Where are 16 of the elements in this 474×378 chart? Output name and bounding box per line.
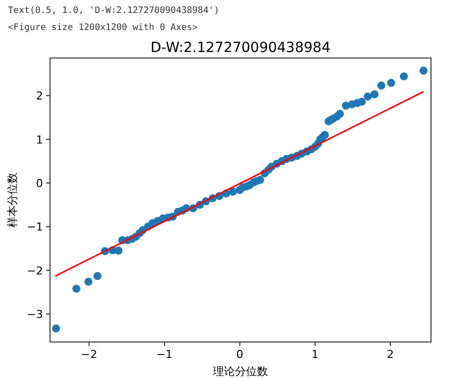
x-tick-label: −1 — [156, 348, 173, 361]
y-axis-title: 样本分位数 — [6, 172, 19, 228]
y-tick-label: 2 — [36, 90, 43, 103]
x-tick-label: −2 — [81, 348, 98, 361]
y-tick-label: 0 — [36, 176, 43, 190]
y-tick-label: −1 — [26, 220, 43, 234]
x-axis-title: 理论分位数 — [213, 365, 268, 378]
x-tick-label: 0 — [236, 348, 244, 361]
x-tick-label: 1 — [312, 348, 319, 361]
y-tick-label: −2 — [26, 264, 43, 278]
y-tick-label: 1 — [36, 133, 43, 146]
chart-title: D-W:2.127270090438984 — [150, 40, 331, 56]
x-tick-label: 2 — [386, 348, 394, 361]
text: Text(0.5, 1.0, 'D-W:2.127270090438984') — [8, 6, 220, 16]
y-tick-label: −3 — [26, 308, 43, 322]
text: <Figure size 1200x1200 with 0 Axes> — [8, 23, 198, 33]
